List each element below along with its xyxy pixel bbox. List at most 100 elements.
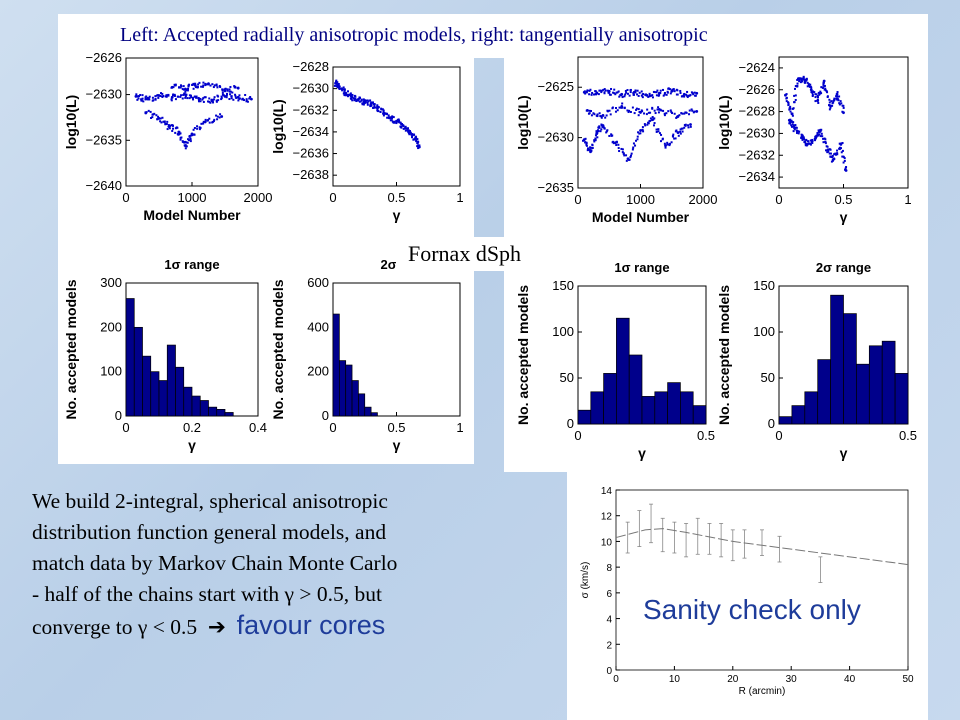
radial-trace-point — [204, 84, 207, 87]
tangential-gamma-ytick-label: −2632 — [738, 147, 775, 162]
tangential-trace-point — [663, 114, 666, 117]
tangential-trace-point — [594, 90, 597, 93]
radial-gamma-point — [393, 121, 396, 124]
radial-gamma-point — [342, 86, 345, 89]
radial-trace-point — [184, 95, 187, 98]
tangential-trace-point — [687, 126, 690, 129]
radial-trace-point — [146, 98, 149, 101]
radial-hist-2s-ytick-label: 400 — [307, 319, 329, 334]
tangential-gamma-point — [816, 99, 820, 103]
radial-trace-point — [215, 83, 218, 86]
tangential-trace-point — [639, 111, 642, 114]
radial-gamma-point — [364, 99, 367, 102]
tangential-gamma-point — [791, 121, 794, 124]
tangential-trace-point — [689, 125, 692, 128]
tangential-gamma-point — [817, 129, 820, 132]
radial-trace-point — [218, 84, 221, 87]
radial-hist-1s-bar — [216, 409, 226, 417]
dispersion-xlabel: R (arcmin) — [739, 686, 786, 697]
tangential-trace-point — [617, 147, 620, 150]
radial-trace-point — [216, 115, 219, 118]
radial-trace-point — [221, 91, 224, 94]
radial-gamma-point — [401, 124, 405, 127]
radial-trace-point — [207, 100, 210, 103]
body-line-4: - half of the chains start with γ > 0.5,… — [32, 582, 383, 606]
radial-trace-point — [217, 99, 220, 102]
tangential-trace-point — [601, 124, 605, 127]
tangential-trace-point — [686, 90, 689, 93]
tangential-gamma-point — [816, 132, 819, 135]
tangential-trace-point — [680, 112, 683, 115]
tangential-trace-point — [598, 125, 601, 128]
tangential-hist-2s-bar — [830, 294, 844, 425]
tangential-gamma-point — [841, 155, 844, 158]
radial-gamma-ytick-label: −2632 — [292, 102, 329, 117]
tangential-gamma-point — [820, 132, 823, 135]
dispersion-frame — [615, 489, 909, 671]
radial-gamma-point — [417, 144, 420, 147]
tangential-trace-point — [648, 94, 651, 97]
radial-gamma-point — [390, 117, 393, 120]
tangential-gamma-point — [811, 95, 814, 98]
radial-trace-point — [192, 98, 195, 101]
tangential-hist-1s-bar — [654, 391, 668, 425]
tangential-trace-point — [628, 94, 631, 97]
radial-trace-point — [198, 128, 201, 131]
tangential-trace-point — [659, 89, 662, 92]
radial-trace-point — [206, 119, 209, 122]
tangential-gamma-point — [794, 98, 797, 101]
radial-trace-point — [202, 97, 205, 100]
tangential-trace-point — [616, 109, 619, 112]
radial-gamma-point — [335, 80, 338, 83]
radial-trace-point — [163, 121, 166, 124]
tangential-trace-point — [629, 91, 632, 94]
tangential-trace-point — [591, 144, 594, 147]
radial-trace-xtick-label: 0 — [122, 190, 129, 205]
tangential-gamma-point — [788, 108, 791, 111]
tangential-trace-point — [631, 106, 634, 109]
radial-trace-point — [166, 120, 169, 123]
radial-trace-point — [154, 97, 157, 100]
radial-hist-2s-ytick-label: 200 — [307, 364, 329, 379]
tangential-gamma-point — [805, 78, 808, 81]
radial-trace-point — [223, 89, 227, 93]
radial-gamma-ytick-label: −2638 — [292, 167, 329, 182]
tangential-gamma-point — [841, 149, 844, 152]
radial-trace-point — [144, 111, 148, 115]
tangential-hist-2s-bar — [856, 363, 870, 425]
radial-gamma-point — [405, 127, 408, 130]
radial-trace-point — [205, 83, 208, 86]
tangential-trace-point — [685, 94, 688, 97]
tangential-trace-point — [643, 123, 646, 126]
tangential-hist-1s-ytick-label: 100 — [552, 324, 574, 339]
tangential-hist-1s-ytick-label: 0 — [567, 416, 574, 431]
radial-gamma-point — [400, 126, 403, 129]
tangential-gamma-point — [816, 96, 819, 99]
radial-gamma-point — [337, 83, 340, 86]
tangential-gamma-point — [835, 95, 838, 98]
tangential-trace-point — [626, 89, 629, 92]
tangential-trace-point — [617, 143, 620, 146]
tangential-trace-point — [632, 93, 635, 96]
tangential-trace-point — [649, 111, 652, 114]
radial-trace-point — [249, 96, 252, 99]
radial-gamma-point — [376, 104, 379, 107]
radial-trace-point — [184, 147, 187, 150]
radial-trace-point — [187, 87, 190, 90]
tangential-trace-point — [682, 92, 686, 96]
tangential-trace-point — [590, 149, 593, 152]
tangential-trace-point — [663, 112, 666, 115]
radial-trace-point — [218, 116, 221, 119]
radial-trace-point — [212, 98, 215, 101]
radial-gamma-point — [408, 130, 411, 133]
tangential-trace-point — [638, 91, 641, 94]
dispersion-ytick-label: 2 — [606, 640, 612, 651]
tangential-trace-point — [688, 109, 691, 112]
tangential-trace-point — [693, 91, 696, 94]
radial-gamma-point — [351, 99, 354, 102]
radial-gamma-point — [351, 93, 354, 96]
tangential-trace-point — [597, 93, 600, 96]
radial-trace-point — [212, 86, 215, 89]
tangential-trace-point — [606, 109, 609, 112]
radial-gamma-ytick-label: −2636 — [292, 146, 329, 161]
